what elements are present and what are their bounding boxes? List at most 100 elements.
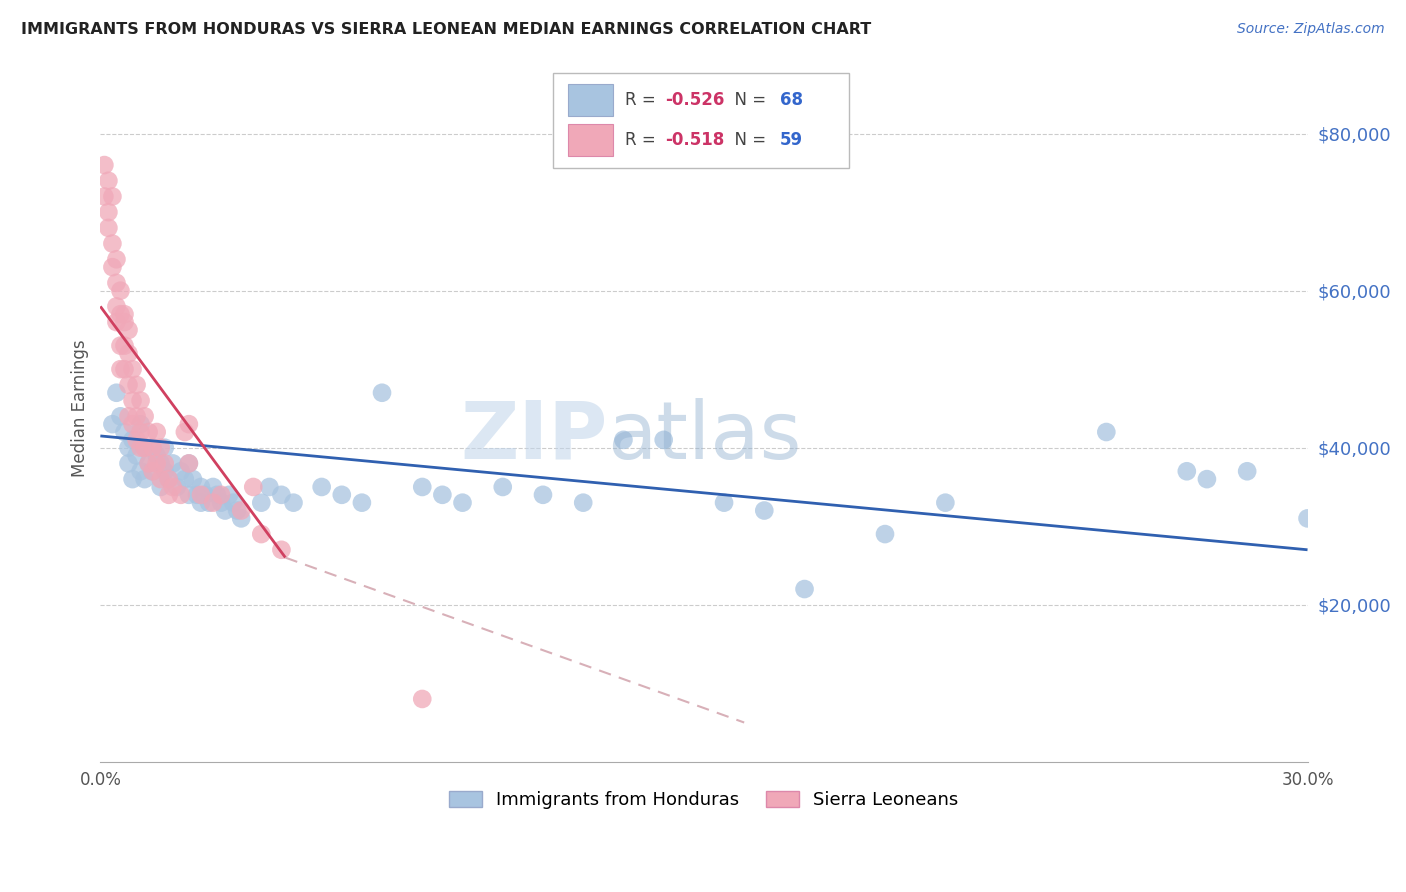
Point [149, 480, 172, 494]
Point [793, 582, 815, 596]
Point [177, 417, 200, 432]
Point [153, 441, 176, 455]
Point [125, 378, 148, 392]
Point [451, 496, 474, 510]
Text: Source: ZipAtlas.com: Source: ZipAtlas.com [1237, 22, 1385, 37]
Point [153, 457, 176, 471]
Point [105, 276, 128, 290]
Point [170, 488, 193, 502]
Point [157, 472, 180, 486]
Point [177, 457, 200, 471]
Point [101, 189, 124, 203]
Point [231, 511, 253, 525]
Point [311, 480, 333, 494]
Point [652, 433, 675, 447]
Point [114, 307, 136, 321]
Text: R =: R = [626, 91, 661, 109]
Point [129, 425, 152, 439]
Point [117, 323, 139, 337]
Point [153, 464, 176, 478]
Point [110, 362, 132, 376]
Point [149, 472, 172, 486]
Point [194, 488, 217, 502]
Point [110, 284, 132, 298]
Point [145, 425, 167, 439]
Point [121, 472, 143, 486]
Point [145, 457, 167, 471]
Point [125, 433, 148, 447]
Point [117, 409, 139, 424]
Point [170, 464, 193, 478]
Point [125, 449, 148, 463]
Point [371, 385, 394, 400]
Point [209, 488, 232, 502]
Point [1095, 425, 1118, 439]
Text: N =: N = [724, 91, 772, 109]
Point [149, 441, 172, 455]
Point [202, 496, 225, 510]
Point [259, 480, 281, 494]
FancyBboxPatch shape [553, 73, 849, 169]
Text: ZIP: ZIP [460, 398, 607, 475]
Point [138, 457, 160, 471]
Point [173, 425, 195, 439]
Point [1175, 464, 1198, 478]
Point [129, 464, 152, 478]
Point [121, 362, 143, 376]
Point [177, 488, 200, 502]
Point [110, 409, 132, 424]
Point [242, 480, 264, 494]
FancyBboxPatch shape [568, 84, 613, 116]
Point [93, 158, 115, 172]
Text: -0.518: -0.518 [665, 131, 724, 149]
Point [181, 472, 204, 486]
Point [270, 488, 292, 502]
Point [330, 488, 353, 502]
Point [110, 307, 132, 321]
Point [121, 417, 143, 432]
Legend: Immigrants from Honduras, Sierra Leoneans: Immigrants from Honduras, Sierra Leonean… [441, 784, 966, 816]
Point [121, 433, 143, 447]
Text: R =: R = [626, 131, 661, 149]
Point [713, 496, 735, 510]
Point [934, 496, 956, 510]
Point [1236, 464, 1258, 478]
Point [411, 480, 433, 494]
Point [222, 496, 245, 510]
Point [114, 362, 136, 376]
Point [97, 220, 120, 235]
Text: atlas: atlas [607, 398, 801, 475]
Point [138, 425, 160, 439]
Point [129, 393, 152, 408]
Y-axis label: Median Earnings: Median Earnings [72, 340, 89, 477]
Point [190, 488, 212, 502]
Text: IMMIGRANTS FROM HONDURAS VS SIERRA LEONEAN MEDIAN EARNINGS CORRELATION CHART: IMMIGRANTS FROM HONDURAS VS SIERRA LEONE… [21, 22, 872, 37]
Point [572, 496, 595, 510]
Point [145, 449, 167, 463]
Point [110, 338, 132, 352]
Point [157, 472, 180, 486]
Point [1195, 472, 1218, 486]
Point [226, 503, 249, 517]
Point [105, 385, 128, 400]
Point [101, 260, 124, 274]
Point [105, 252, 128, 267]
Point [138, 457, 160, 471]
Point [101, 417, 124, 432]
Point [149, 457, 172, 471]
Point [166, 480, 188, 494]
Point [97, 174, 120, 188]
Point [105, 299, 128, 313]
Point [105, 315, 128, 329]
Point [190, 496, 212, 510]
Point [214, 503, 236, 517]
Point [93, 189, 115, 203]
Point [754, 503, 776, 517]
Point [114, 338, 136, 352]
Point [142, 441, 165, 455]
Text: 59: 59 [780, 131, 803, 149]
Point [432, 488, 454, 502]
Point [142, 441, 165, 455]
Point [134, 472, 156, 486]
Point [492, 480, 515, 494]
